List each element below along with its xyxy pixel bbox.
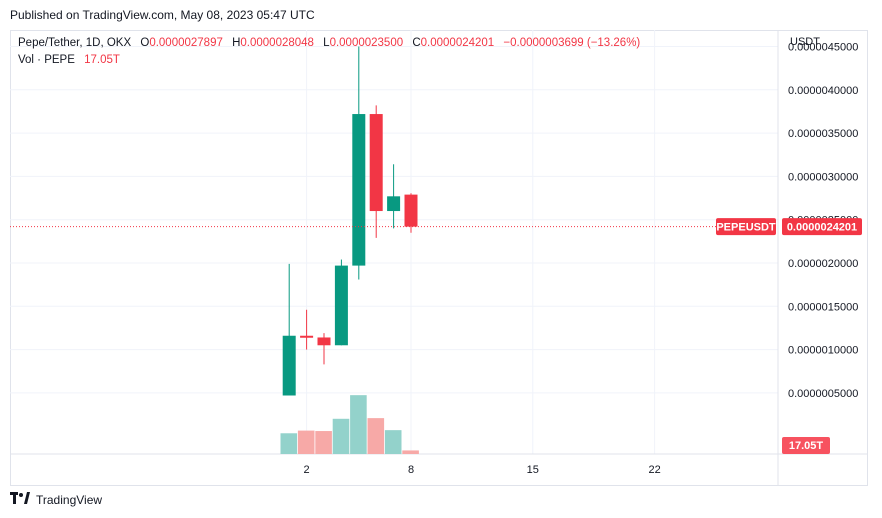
- low-value: 0.0000023500: [329, 37, 404, 49]
- price-tick-label: 0.0000040000: [788, 85, 858, 97]
- footer-brand[interactable]: TradingView: [10, 492, 102, 508]
- volume-bar: [384, 430, 402, 454]
- volume-label: 17.05T: [789, 440, 824, 452]
- last-price-value: 0.0000024201: [787, 222, 857, 234]
- time-axis[interactable]: 2 8 15 22: [304, 464, 661, 476]
- volume-label-text: Vol · PEPE: [18, 54, 75, 66]
- candle-body: [334, 265, 348, 346]
- symbol-price-label: PEPEUSDT: [716, 218, 776, 236]
- chart-legend: Pepe/Tether, 1D, OKX O0.0000027897 H0.00…: [18, 35, 640, 69]
- symbol-label: PEPEUSDT: [716, 222, 776, 234]
- price-tick-label: 0.0000010000: [788, 345, 858, 357]
- price-tick-label: 0.0000020000: [788, 258, 858, 270]
- volume-bars: [280, 395, 419, 454]
- last-price-label: 0.0000024201: [782, 218, 862, 236]
- price-tick-label: 0.0000035000: [788, 128, 858, 140]
- symbol-title: Pepe/Tether, 1D, OKX: [18, 37, 132, 49]
- published-note: Published on TradingView.com, May 08, 20…: [10, 8, 315, 22]
- price-tick-label: 0.0000030000: [788, 171, 858, 183]
- volume-bar: [402, 450, 419, 454]
- volume-value: 17.05T: [84, 54, 120, 66]
- volume-value-label: 17.05T: [782, 437, 830, 454]
- price-axis[interactable]: 0.0000005000 0.0000010000 0.0000015000 0.00…: [788, 42, 858, 400]
- volume-bar: [297, 430, 315, 454]
- volume-bar: [332, 418, 350, 454]
- candle-body: [404, 194, 418, 227]
- open-label: O: [140, 37, 150, 49]
- time-tick-label: 8: [408, 464, 414, 476]
- low-label: L: [323, 37, 330, 49]
- candlestick-chart[interactable]: 0.0000005000 0.0000010000 0.0000015000 0.00…: [10, 30, 868, 486]
- brand-name: TradingView: [36, 493, 103, 507]
- volume-bar: [367, 418, 385, 454]
- volume-bar: [280, 433, 298, 454]
- ohlc-row: Pepe/Tether, 1D, OKX O0.0000027897 H0.00…: [18, 35, 640, 52]
- candle-body: [352, 114, 366, 266]
- candle-body: [282, 335, 296, 396]
- change-value: −0.0000003699 (−13.26%): [503, 37, 641, 49]
- price-tick-label: 0.0000015000: [788, 301, 858, 313]
- time-tick-label: 2: [304, 464, 310, 476]
- high-label: H: [232, 37, 241, 49]
- candle-body: [300, 335, 314, 338]
- close-label: C: [412, 37, 421, 49]
- volume-label-box: [782, 437, 830, 454]
- last-price-box: [782, 218, 862, 236]
- symbol-label-box: [716, 218, 776, 236]
- price-tick-label: 0.0000045000: [788, 42, 858, 54]
- tradingview-logo-icon: [10, 492, 32, 508]
- volume-bar: [315, 431, 332, 454]
- close-value: 0.0000024201: [420, 37, 495, 49]
- open-value: 0.0000027897: [149, 37, 223, 49]
- price-tick-label: 0.0000005000: [788, 388, 858, 400]
- volume-bar: [350, 395, 367, 454]
- chart-frame: [10, 30, 868, 486]
- time-tick-label: 15: [527, 464, 539, 476]
- time-tick-label: 22: [648, 464, 660, 476]
- volume-row: Vol · PEPE 17.05T: [18, 52, 640, 69]
- high-value: 0.0000028048: [240, 37, 314, 49]
- candle-body: [387, 196, 401, 212]
- candles: [282, 46, 418, 396]
- grid-lines: [10, 30, 778, 454]
- candle-body: [369, 114, 383, 212]
- candle-body: [317, 337, 331, 346]
- currency-label: USDT: [790, 36, 820, 48]
